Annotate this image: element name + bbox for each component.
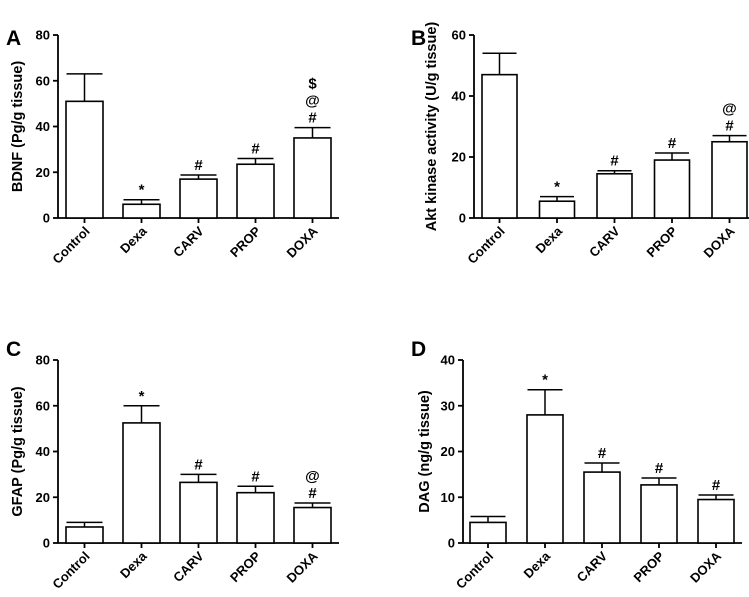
panel-c-xtick-label-carv: CARV xyxy=(170,548,207,585)
panel-c-sig-doxa: @ xyxy=(305,468,320,485)
panel-c-y-label: GFAP (Pg/g tissue) xyxy=(10,386,26,516)
panel-a-sig-prop: # xyxy=(251,141,260,158)
panel-b-sig-carv: # xyxy=(610,153,619,170)
panel-b-ytick-label: 40 xyxy=(452,89,466,104)
panel-a-bar-carv xyxy=(179,178,218,219)
panel-a-ytick-label: 60 xyxy=(36,73,50,88)
panel-c-sig-prop: # xyxy=(251,468,260,485)
panel-d-ytick-label: 30 xyxy=(441,398,455,413)
panel-a-sig-doxa: # xyxy=(308,110,317,127)
panel-b-xtick-label-carv: CARV xyxy=(586,223,623,260)
panel-a-ytick-label: 20 xyxy=(36,165,50,180)
panel-c-bar-dexa xyxy=(122,422,161,544)
panel-c-letter: C xyxy=(6,338,21,361)
panel-a-xtick-label-prop: PROP xyxy=(227,223,264,260)
panel-d-sig-doxa: # xyxy=(712,477,721,494)
panel-d-xtick-label-carv: CARV xyxy=(574,548,611,585)
panel-a-sig-dexa: * xyxy=(139,182,145,199)
panel-b-ytick-label: 60 xyxy=(452,28,466,43)
panel-d-ytick-label: 40 xyxy=(441,353,455,368)
panel-d-ytick-label: 10 xyxy=(441,490,455,505)
panel-a-bar-control xyxy=(65,100,104,219)
panel-b: B 0 20 40 60 Akt kinase activity (U/g tissue)… xyxy=(411,22,749,267)
panel-a-y-label: BDNF (Pg/g tissue) xyxy=(10,61,26,192)
panel-a-ytick-label: 40 xyxy=(36,119,50,134)
panel-d-bar-dexa xyxy=(526,414,564,544)
panel-c-bar-prop xyxy=(236,491,275,544)
panel-b-letter: B xyxy=(411,27,426,50)
panel-d-xtick-label-dexa: Dexa xyxy=(521,548,554,581)
panel-d: D 0 10 20 30 40 DAG (ng/g tissue) Control Dexa * C… xyxy=(411,338,742,592)
panel-d-bar-control xyxy=(469,521,507,544)
panel-b-bar-carv xyxy=(596,172,633,219)
panel-c-xtick-label-prop: PROP xyxy=(227,548,264,585)
panel-d-y-label: DAG (ng/g tissue) xyxy=(417,390,433,513)
panel-a-sig-doxa: $ xyxy=(308,76,317,93)
panel-a-letter: A xyxy=(6,27,21,50)
panel-c-ytick-label: 20 xyxy=(36,490,50,505)
panel-c-sig-doxa: # xyxy=(308,485,317,502)
panel-b-xtick-label-doxa: DOXA xyxy=(700,223,738,261)
panel-d-xtick-label-doxa: DOXA xyxy=(687,548,725,586)
panel-b-sig-dexa: * xyxy=(554,179,560,196)
panel-b-sig-doxa: @ xyxy=(722,101,737,118)
panel-d-sig-dexa: * xyxy=(542,372,548,389)
panel-b-bar-doxa xyxy=(711,140,748,219)
panel-b-y-label: Akt kinase activity (U/g tissue) xyxy=(424,22,440,232)
panel-a-bar-doxa xyxy=(293,137,332,219)
panel-b-xtick-label-dexa: Dexa xyxy=(533,223,566,256)
panel-c-bar-carv xyxy=(179,481,218,544)
panel-c-xtick-label-dexa: Dexa xyxy=(117,548,150,581)
panel-c-bar-control xyxy=(65,526,104,544)
panel-a-sig-doxa: @ xyxy=(305,93,320,110)
panel-a-xtick-label-control: Control xyxy=(49,224,92,267)
panel-c-ytick-label: 0 xyxy=(43,536,50,551)
panel-d-xtick-label-prop: PROP xyxy=(630,548,667,585)
panel-b-sig-prop: # xyxy=(668,135,677,152)
panel-b-bar-prop xyxy=(653,159,691,219)
panel-c: C 0 20 40 60 80 GFAP (Pg/g tissue) Control Dexa *… xyxy=(6,338,339,592)
panel-c-xtick-label-control: Control xyxy=(49,549,92,592)
panel-c-sig-carv: # xyxy=(194,456,203,473)
panel-b-ytick-label: 0 xyxy=(459,211,466,226)
panel-d-sig-carv: # xyxy=(598,445,607,462)
panel-a-ytick-label: 80 xyxy=(36,28,50,43)
panel-b-xtick-label-control: Control xyxy=(464,224,507,267)
panel-a: A 0 20 40 60 80 BDNF (Pg/g tissue) Control Dexa *… xyxy=(6,27,339,267)
panel-d-sig-prop: # xyxy=(655,460,664,477)
panel-c-sig-dexa: * xyxy=(139,388,145,405)
panel-d-bar-carv xyxy=(583,471,621,544)
panel-a-ytick-label: 0 xyxy=(43,211,50,226)
panel-d-xtick-label-control: Control xyxy=(453,549,496,592)
panel-a-xtick-label-carv: CARV xyxy=(170,223,207,260)
panel-a-xtick-label-doxa: DOXA xyxy=(283,223,321,261)
panel-a-bar-prop xyxy=(236,163,275,219)
panel-b-xtick-label-prop: PROP xyxy=(643,223,680,260)
panel-c-bar-doxa xyxy=(293,506,332,544)
panel-c-ytick-label: 80 xyxy=(36,353,50,368)
panel-b-bar-control xyxy=(481,73,518,219)
panel-d-letter: D xyxy=(411,338,426,361)
panel-c-xtick-label-doxa: DOXA xyxy=(283,548,321,586)
panel-b-bar-dexa xyxy=(538,200,576,219)
panel-d-bar-prop xyxy=(640,484,678,544)
panel-a-bar-dexa xyxy=(122,203,161,219)
panel-b-sig-doxa: # xyxy=(725,118,734,135)
panel-d-ytick-label: 0 xyxy=(448,536,455,551)
panel-a-xtick-label-dexa: Dexa xyxy=(117,223,150,256)
panel-a-sig-carv: # xyxy=(194,157,203,174)
panel-c-ytick-label: 40 xyxy=(36,444,50,459)
panel-d-bar-doxa xyxy=(697,498,735,544)
panel-b-ytick-label: 20 xyxy=(452,150,466,165)
panel-d-ytick-label: 20 xyxy=(441,444,455,459)
panel-c-ytick-label: 60 xyxy=(36,398,50,413)
